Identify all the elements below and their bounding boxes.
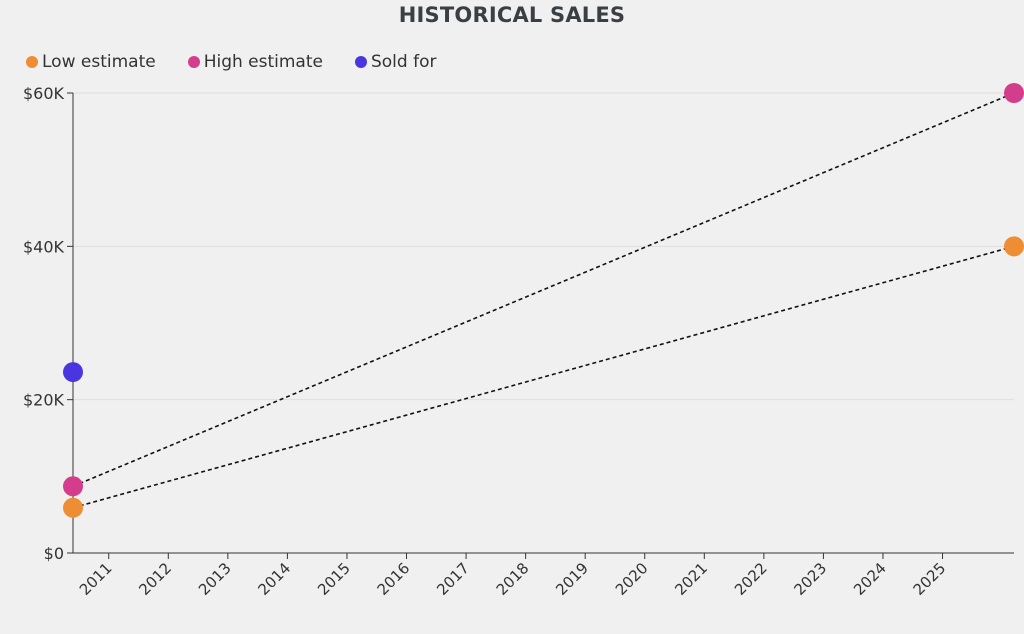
legend-dot-high-estimate (187, 56, 200, 68)
axes: $0 $20K $40K $60K 2011 2012 2013 2014 2015 2016 20… (23, 84, 1014, 599)
legend-dot-sold-for (354, 56, 367, 68)
x-tick-label: 2018 (493, 559, 533, 599)
legend-label-sold-for: Sold for (370, 52, 437, 72)
grid-lines (73, 92, 1014, 401)
y-tick-label: $40K (23, 237, 65, 256)
x-tick-label: 2020 (612, 559, 652, 599)
data-point-high-estimate[interactable] (1004, 83, 1024, 103)
data-point-sold-for[interactable] (63, 362, 83, 383)
legend-label-low-estimate: Low estimate (42, 52, 156, 72)
x-tick-label: 2011 (76, 559, 116, 599)
legend-item-sold-for[interactable]: Sold for (354, 52, 437, 72)
data-point-low-estimate[interactable] (1004, 236, 1024, 257)
x-tick-label: 2025 (910, 559, 950, 599)
data-point-low-estimate[interactable] (63, 497, 83, 518)
x-tick-label: 2012 (135, 559, 175, 599)
x-tick-label: 2014 (255, 559, 295, 599)
x-tick-label: 2019 (552, 559, 592, 599)
series-connector-high-estimate (72, 92, 1015, 488)
legend-label-high-estimate: High estimate (203, 52, 323, 72)
x-tick-label: 2024 (850, 559, 890, 599)
series-connector-low-estimate (72, 245, 1015, 509)
x-tick-label: 2013 (195, 559, 235, 599)
legend: Low estimate High estimate Sold for (26, 52, 468, 72)
x-tick-label: 2023 (791, 559, 831, 599)
data-points (63, 83, 1024, 518)
data-point-high-estimate[interactable] (63, 476, 83, 497)
x-tick-label: 2015 (314, 559, 354, 599)
legend-dot-low-estimate (26, 56, 38, 68)
legend-item-low-estimate[interactable]: Low estimate (26, 52, 156, 72)
x-tick-label: 2021 (671, 559, 711, 599)
y-tick-label: $60K (23, 84, 65, 103)
chart-title: HISTORICAL SALES (398, 3, 626, 27)
x-tick-label: 2016 (374, 559, 414, 599)
y-tick-label: $0 (44, 544, 64, 563)
x-tick-label: 2017 (433, 559, 473, 599)
legend-item-high-estimate[interactable]: High estimate (187, 52, 323, 72)
y-tick-label: $20K (23, 391, 65, 410)
x-tick-label: 2022 (731, 559, 771, 599)
series-lines (72, 92, 1015, 509)
